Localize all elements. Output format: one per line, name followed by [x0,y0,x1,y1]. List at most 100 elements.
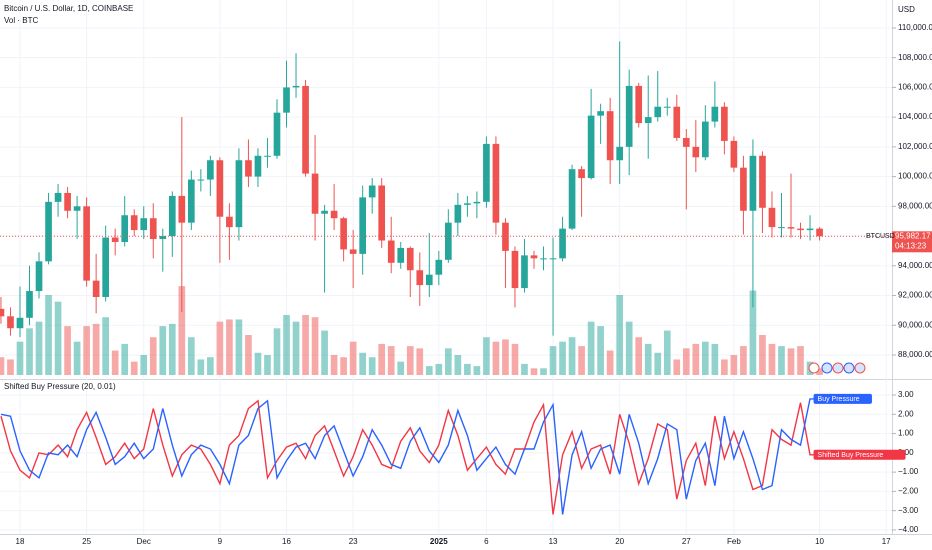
volume-bar [7,359,14,375]
x-tick-label: 6 [484,537,489,546]
volume-bar [54,301,62,375]
volume-bar [64,326,71,375]
volume-bar [35,321,43,375]
candle-body [197,179,205,181]
candle-body [635,85,643,124]
volume-bar [778,346,785,375]
x-tick-label: Dec [137,537,151,546]
volume-bar [121,343,129,375]
y-tick-label: 1.00 [898,429,914,438]
volume-bar [644,343,652,375]
candle-body [787,227,795,229]
volume-bar [387,346,395,375]
volume-bar [207,357,214,375]
volume-bar [330,355,338,375]
chart-title: Bitcoin / U.S. Dollar, 1D, COINBASE [4,4,133,13]
candle-body [207,160,214,180]
candle-body [7,316,14,329]
volume-bar [521,363,528,375]
candle-body [483,143,490,202]
candle-body [606,111,614,161]
candle-body [102,237,109,297]
candle-body [321,210,328,214]
volume-bar [340,357,347,375]
x-tick-label: 25 [82,537,91,546]
candle-body [473,201,481,204]
volume-bar [568,337,576,375]
volume-bar [492,341,500,375]
y-tick-label: 0.00 [898,448,914,457]
candle-body [130,215,138,231]
candle-body [416,270,424,286]
legend-label: Shifted Buy Pressure [818,452,884,459]
volume-bar [149,337,157,375]
volume-bar [254,352,262,375]
y-tick-label: −1.00 [898,467,919,476]
volume-bar [597,326,604,375]
y-tick-label: 110,000.00 [898,23,932,32]
indicator [0,398,820,515]
y-tick-label: 102,000.00 [898,142,932,151]
volume-bar [606,350,614,375]
y-tick-label: 106,000.00 [898,83,932,92]
volume-bar [711,343,719,375]
candle-body [178,195,186,223]
candle-body [559,228,566,259]
x-tick-label: 23 [349,537,358,546]
candle-body [797,228,804,231]
candle-body [749,155,757,211]
volume-bar [464,363,471,375]
volume-bar [16,341,24,375]
volume-bar [502,339,509,375]
volume-bar [616,295,623,375]
candle-body [397,247,405,263]
candle-body [149,218,157,240]
candle-body [616,146,623,161]
candle-body [92,280,100,297]
candle-body [283,87,290,113]
last-price-symbol: BTCUSD [866,233,895,240]
candle-body [702,121,709,158]
candle-body [464,203,471,205]
candle-body [330,210,338,219]
y-tick-label: −3.00 [898,506,919,515]
candle-body [425,274,433,286]
y-tick-label: 3.00 [898,390,914,399]
volume-bar [721,359,728,375]
y-tick-label: 108,000.00 [898,53,932,62]
candle-body [340,218,347,250]
indicator-title: Shifted Buy Pressure (20, 0.01) [4,382,116,391]
volume-bar [454,355,462,375]
volume-bar [759,335,766,375]
indicator-line [0,398,820,515]
candle-body [121,215,129,242]
volume [0,286,823,375]
candle-body [140,218,148,231]
y-tick-label: 2.00 [898,409,914,418]
volume-bar [787,348,795,375]
volume-bar [530,368,538,375]
volume-bar [511,343,519,375]
volume-bar [92,323,100,375]
volume-bar [197,359,205,375]
volume-bar [111,350,119,375]
candle-body [264,155,271,157]
volume-bar [587,321,595,375]
volume-bar [264,355,271,375]
candle-body [692,146,700,158]
volume-bar [245,335,252,375]
volume-bar [178,286,186,375]
candle-body [711,106,719,122]
candle-body [111,237,119,242]
volume-bar [406,346,414,375]
candle-body [235,160,243,228]
volume-bar [578,346,585,375]
x-tick-label: 20 [615,537,624,546]
candle-body [540,258,547,260]
candle-body [549,258,557,260]
candle-body [0,308,5,317]
volume-bar [702,341,709,375]
x-tick-label: 17 [882,537,891,546]
candle-body [302,85,309,174]
candles [0,41,892,338]
